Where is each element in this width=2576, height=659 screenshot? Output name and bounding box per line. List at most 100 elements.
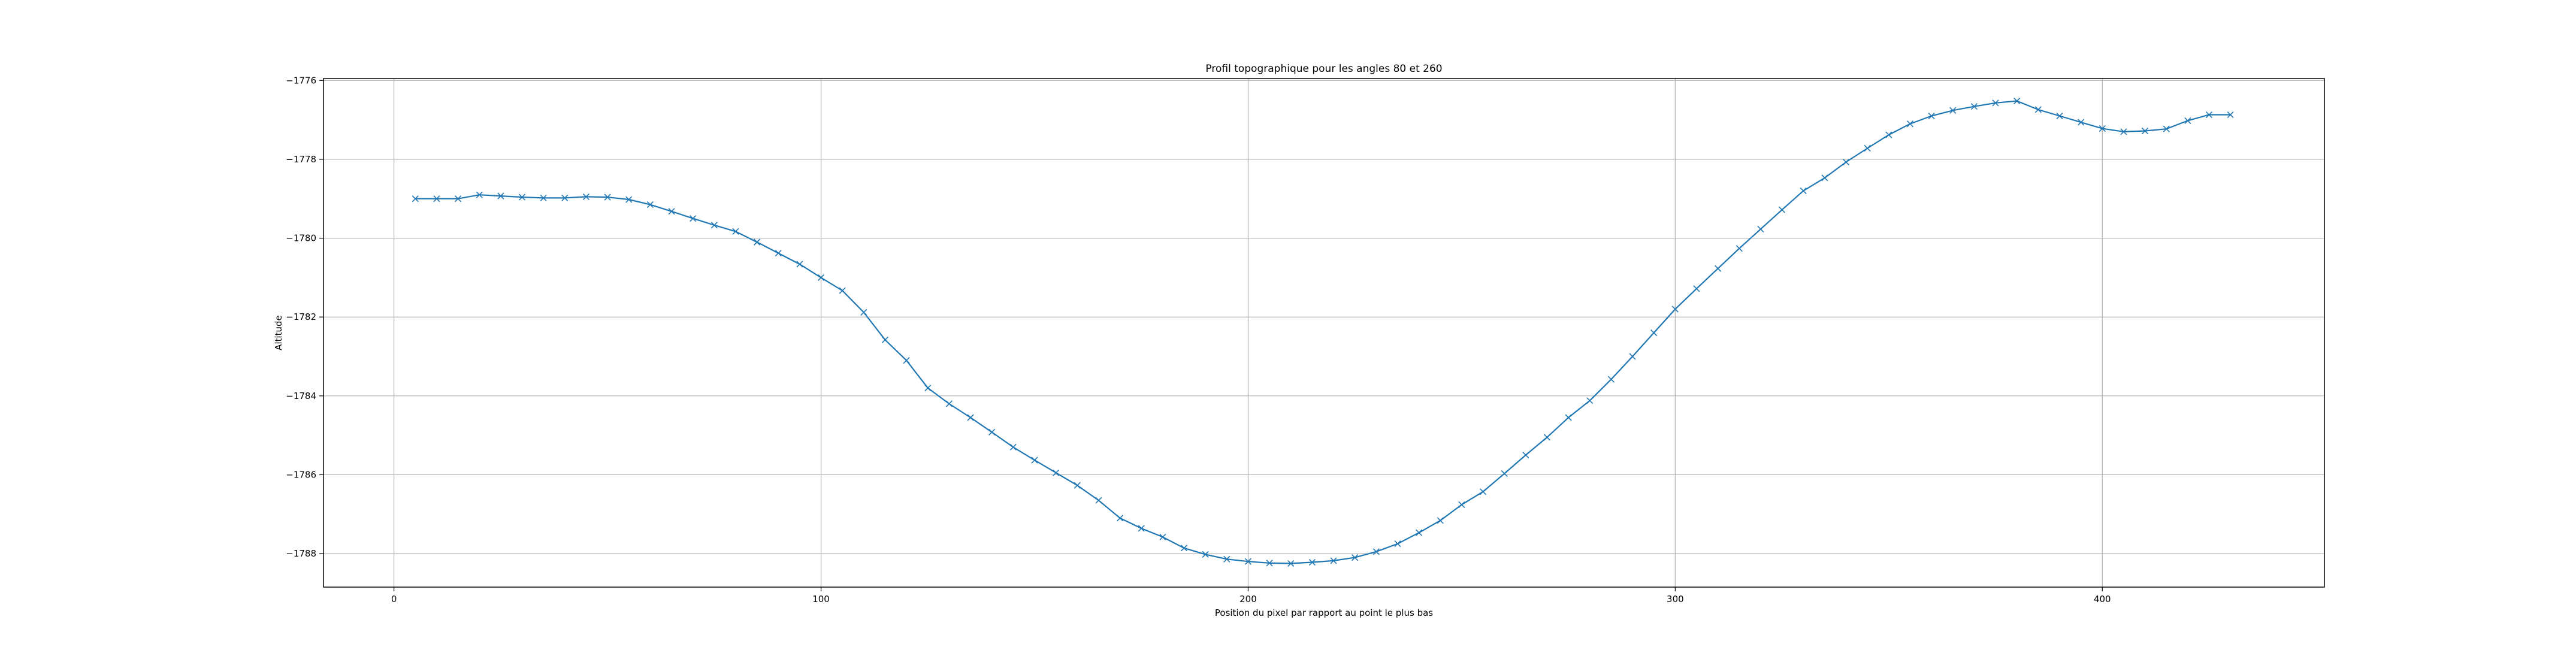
data-point-marker bbox=[1352, 554, 1359, 561]
data-point-marker bbox=[1992, 99, 1999, 107]
series-markers bbox=[412, 97, 2234, 567]
data-point-marker bbox=[2227, 111, 2234, 119]
data-point-marker bbox=[1416, 529, 1423, 536]
data-point-marker bbox=[1543, 434, 1551, 441]
x-tick-label: 100 bbox=[812, 594, 830, 604]
data-point-marker bbox=[455, 195, 462, 202]
data-point-marker bbox=[1437, 517, 1444, 524]
x-tick-label: 200 bbox=[1239, 594, 1257, 604]
data-point-marker bbox=[1671, 306, 1679, 313]
data-point-marker bbox=[732, 228, 739, 235]
data-point-marker bbox=[988, 428, 996, 436]
data-point-marker bbox=[754, 238, 761, 246]
data-point-marker bbox=[839, 287, 846, 294]
axis-ticks: 0 100 200 300 400 −1788 −1786 −1784 −1782 −1780 −1… bbox=[286, 75, 2111, 604]
data-point-marker bbox=[497, 192, 504, 199]
x-axis-label: Position du pixel par rapport au point l… bbox=[1215, 607, 1433, 618]
data-point-marker bbox=[1970, 103, 1978, 110]
data-point-marker bbox=[1906, 120, 1914, 128]
data-point-marker bbox=[1095, 497, 1102, 504]
data-point-marker bbox=[1138, 525, 1145, 532]
data-point-marker bbox=[2056, 112, 2063, 120]
data-point-marker bbox=[433, 195, 440, 202]
data-point-marker bbox=[690, 215, 697, 222]
data-point-marker bbox=[1202, 551, 1209, 558]
data-point-marker bbox=[1287, 560, 1295, 567]
data-point-marker bbox=[1330, 557, 1337, 564]
data-point-marker bbox=[1757, 225, 1764, 232]
data-point-marker bbox=[710, 222, 718, 229]
data-point-marker bbox=[1501, 470, 1508, 477]
data-point-marker bbox=[2013, 97, 2021, 105]
data-point-marker bbox=[625, 196, 633, 203]
data-point-marker bbox=[540, 194, 547, 201]
x-tick-label: 300 bbox=[1667, 594, 1684, 604]
data-point-marker bbox=[1159, 533, 1166, 540]
data-point-marker bbox=[2184, 117, 2191, 124]
data-point-marker bbox=[903, 357, 910, 364]
data-point-marker bbox=[518, 194, 526, 201]
series-line bbox=[415, 100, 2231, 564]
data-point-marker bbox=[2163, 125, 2170, 132]
data-point-marker bbox=[860, 309, 867, 316]
x-tick-label: 400 bbox=[2094, 594, 2111, 604]
data-point-marker bbox=[1586, 397, 1594, 404]
data-point-marker bbox=[1885, 131, 1892, 138]
data-point-marker bbox=[668, 208, 675, 215]
data-point-marker bbox=[1629, 353, 1636, 360]
data-point-marker bbox=[1074, 482, 1081, 489]
data-point-marker bbox=[2078, 119, 2085, 126]
y-axis-label: Altitude bbox=[273, 315, 284, 350]
data-point-marker bbox=[1693, 285, 1700, 292]
chart-title: Profil topographique pour les angles 80 … bbox=[1205, 63, 1442, 75]
data-point-marker bbox=[1394, 540, 1401, 548]
data-point-marker bbox=[817, 274, 825, 281]
data-point-marker bbox=[1821, 174, 1828, 182]
data-point-marker bbox=[1779, 206, 1786, 213]
y-tick-label: −1784 bbox=[286, 391, 316, 401]
data-point-marker bbox=[1650, 329, 1658, 337]
data-point-marker bbox=[2099, 125, 2106, 132]
data-point-marker bbox=[582, 193, 590, 201]
data-point-marker bbox=[1479, 488, 1487, 495]
data-point-marker bbox=[1928, 112, 1935, 120]
data-point-marker bbox=[1244, 558, 1252, 565]
data-point-marker bbox=[967, 414, 974, 421]
y-tick-label: −1782 bbox=[286, 312, 316, 322]
data-point-marker bbox=[1053, 469, 1060, 476]
data-point-marker bbox=[2142, 127, 2149, 135]
data-point-marker bbox=[1736, 245, 1743, 252]
grid bbox=[323, 78, 2324, 587]
data-point-marker bbox=[775, 249, 782, 257]
data-point-marker bbox=[1031, 457, 1038, 464]
y-tick-label: −1778 bbox=[286, 154, 316, 165]
data-point-marker bbox=[561, 194, 569, 201]
data-point-marker bbox=[881, 336, 889, 343]
data-point-marker bbox=[1800, 188, 1807, 195]
data-point-marker bbox=[1607, 376, 1615, 383]
data-point-marker bbox=[476, 191, 483, 198]
data-point-marker bbox=[796, 261, 803, 268]
data-point-marker bbox=[1864, 144, 1871, 152]
plot-frame bbox=[323, 78, 2325, 588]
data-point-marker bbox=[945, 400, 953, 407]
y-tick-label: −1780 bbox=[286, 233, 316, 244]
data-point-marker bbox=[604, 194, 611, 201]
data-point-marker bbox=[1308, 558, 1316, 566]
data-point-marker bbox=[1458, 501, 1465, 509]
data-point-marker bbox=[1117, 515, 1124, 522]
data-point-marker bbox=[1522, 451, 1529, 459]
data-point-marker bbox=[2034, 106, 2042, 113]
data-point-marker bbox=[1180, 545, 1188, 552]
x-tick-label: 0 bbox=[391, 594, 397, 604]
data-point-marker bbox=[924, 385, 932, 392]
data-point-marker bbox=[1223, 555, 1230, 563]
data-point-marker bbox=[646, 201, 654, 208]
data-point-marker bbox=[1842, 158, 1850, 166]
data-point-marker bbox=[1009, 443, 1017, 451]
y-tick-label: −1776 bbox=[286, 75, 316, 86]
data-point-marker bbox=[1715, 265, 1722, 272]
data-point-marker bbox=[412, 195, 419, 202]
y-tick-label: −1788 bbox=[286, 548, 316, 559]
